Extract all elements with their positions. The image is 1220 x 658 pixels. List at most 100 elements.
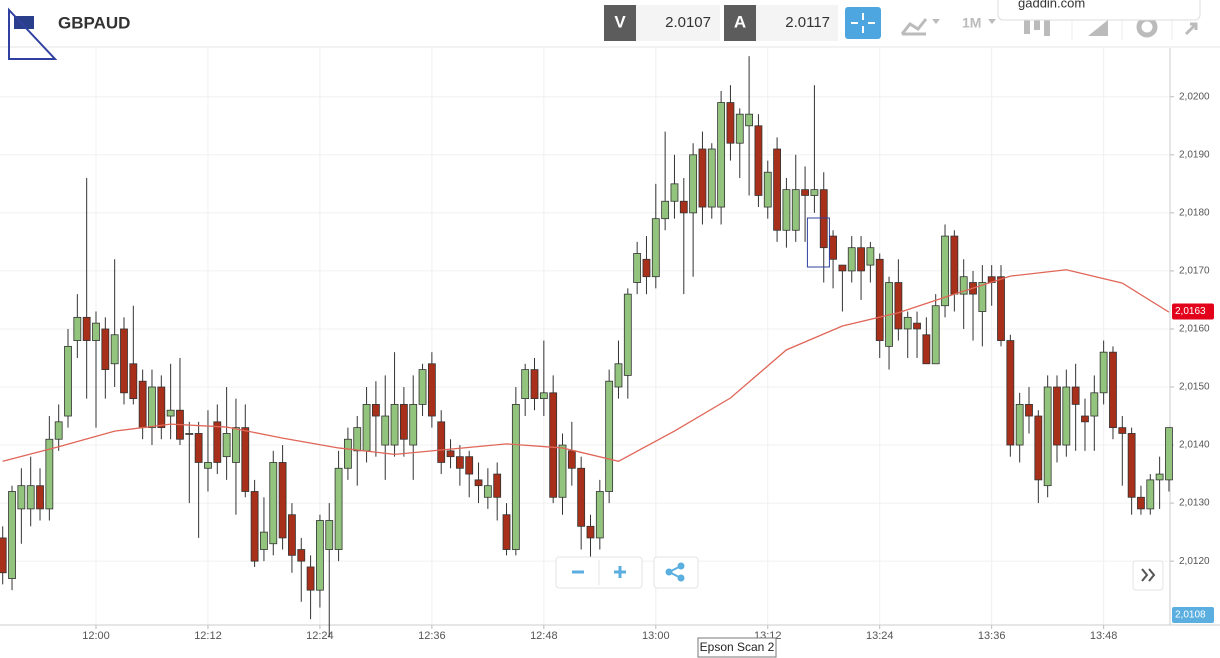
candle-body (577, 467, 586, 527)
overlay: 2,0163 2,0108 (806, 217, 1214, 623)
candle-body (1090, 392, 1099, 417)
candle-body (306, 566, 315, 591)
candle-body (511, 404, 520, 550)
candle-body (567, 450, 576, 469)
plot-area: 2,01202,01302,01402,01502,01602,01702,01… (0, 48, 1220, 642)
candle-body (371, 404, 380, 417)
candle-body (1155, 473, 1164, 481)
candle-body (483, 485, 492, 498)
candle-body (866, 247, 875, 266)
y-tick-label: 2,0180 (1179, 207, 1210, 218)
ask-price: 2.0117 (785, 14, 830, 31)
share-dot (677, 562, 685, 570)
candle-body (1025, 404, 1033, 417)
candle-body (502, 514, 511, 550)
scroll-end-button[interactable] (1132, 560, 1164, 591)
candle-body (1109, 351, 1117, 429)
candle-body (801, 189, 809, 196)
y-tick-label: 2,0190 (1179, 149, 1210, 160)
zoom-in[interactable] (614, 566, 626, 578)
candle-body (717, 102, 726, 208)
candle-body (381, 415, 390, 446)
candle-body (1043, 386, 1052, 487)
candle-body (857, 247, 865, 272)
share-dot (677, 574, 685, 582)
candle-body (605, 380, 614, 492)
candle-body (148, 386, 156, 429)
candle-body (213, 421, 222, 463)
candle-body (661, 200, 670, 220)
ask-badge[interactable] (724, 5, 756, 41)
candle-body (64, 345, 72, 417)
candle-body (530, 369, 539, 400)
timeframe[interactable]: 1M (962, 15, 981, 31)
x-tick-label: 13:36 (978, 630, 1006, 642)
candle-body (204, 462, 212, 469)
y-tick-label: 2,0130 (1179, 498, 1210, 509)
tooltip-text: Epson Scan 2 (700, 640, 775, 654)
candle-body (978, 282, 987, 312)
candle-body (390, 404, 399, 446)
candle-body (810, 189, 819, 196)
candle-body (465, 456, 474, 475)
candle-body (1127, 433, 1136, 498)
candle-body (819, 189, 828, 249)
candle-body (689, 154, 698, 214)
y-tick-label: 2,0150 (1179, 382, 1210, 393)
candle-body (829, 235, 837, 260)
candle-body (45, 438, 54, 510)
candle-body (623, 293, 632, 376)
x-tick-label: 13:24 (866, 630, 894, 642)
candle-body (260, 531, 268, 550)
candle-body (959, 276, 968, 295)
share-dot (665, 568, 673, 576)
candle-body (913, 322, 921, 330)
candle-body (1034, 415, 1043, 481)
candle-body (17, 485, 26, 510)
bid-badge[interactable] (604, 5, 636, 41)
y-tick-label: 2,0200 (1179, 91, 1210, 102)
corner-marker (8, 7, 58, 60)
candle-body (232, 427, 240, 463)
price-tag-label: 2,0108 (1175, 610, 1206, 621)
candle-body (997, 276, 1005, 341)
share-button[interactable] (653, 556, 699, 589)
candle-body (241, 427, 250, 492)
candle-body (1006, 340, 1015, 446)
candle-body (1015, 404, 1024, 446)
candle-body (418, 369, 427, 405)
candle-body (847, 247, 856, 272)
candle-body (120, 328, 128, 394)
candle-body (0, 537, 7, 574)
candle-body (614, 363, 623, 388)
candle-body (633, 253, 642, 283)
candle-body (73, 316, 82, 341)
expand-icon[interactable] (1184, 22, 1198, 36)
symbol: GBPAUD (58, 13, 130, 32)
candle-body (1081, 415, 1089, 423)
candle-body (157, 386, 166, 429)
x-tick-label: 12:48 (530, 630, 558, 642)
candle-body (362, 404, 371, 452)
candle-body (288, 514, 296, 556)
crosshair-button[interactable] (845, 7, 881, 39)
candle-body (446, 450, 455, 458)
chart-type-icon[interactable] (900, 18, 928, 36)
candle-body (745, 113, 753, 127)
candle-body (595, 491, 604, 539)
scroll-icon (1141, 568, 1156, 582)
candle-body (493, 473, 502, 498)
bid-box[interactable] (636, 5, 720, 41)
candle-body (838, 264, 847, 272)
candle-body (185, 433, 194, 435)
candle-body (1053, 386, 1061, 446)
ask-box[interactable] (756, 5, 838, 41)
candle-body (670, 183, 679, 202)
draw-icon[interactable] (1088, 20, 1108, 36)
candle-body (344, 438, 352, 469)
candle-body (875, 258, 884, 341)
candle-body (1165, 427, 1173, 481)
x-tick-label: 13:48 (1090, 630, 1118, 642)
candle-body (922, 334, 931, 365)
selection-box (806, 217, 830, 268)
